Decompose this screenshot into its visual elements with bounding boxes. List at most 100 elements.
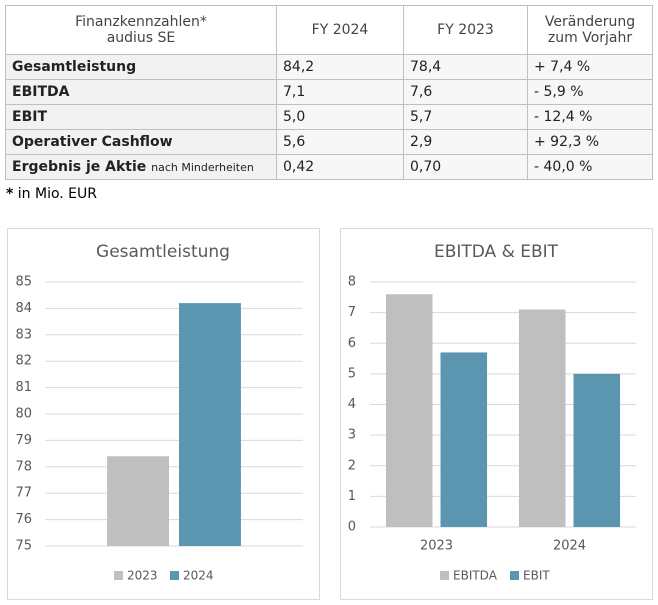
value-cell: - 40,0 % [527,154,653,180]
y-tick-label: 79 [15,433,32,448]
header-cell: FY 2024 [276,5,404,55]
label-cell: Operativer Cashflow [5,129,277,155]
value-cell: 0,42 [276,154,404,180]
y-tick-label: 83 [15,327,32,342]
cell-text: 5,7 [410,109,433,125]
header-text: audius SE [106,30,176,46]
cell-text: 0,70 [410,159,442,175]
bar [573,373,621,527]
cell-text: - 12,4 % [534,109,593,125]
y-tick-label: 85 [15,275,32,290]
bar [518,309,566,527]
value-cell: 5,7 [403,104,528,130]
cell-text: 5,0 [283,109,306,125]
value-cell: 84,2 [276,54,404,80]
cell-text: - 40,0 % [534,159,593,175]
value-cell: 2,9 [403,129,528,155]
footnote: * in Mio. EUR [6,186,97,202]
header-cell: Finanzkennzahlen* audius SE [5,5,277,55]
value-cell: 7,1 [276,79,404,105]
table-row: Gesamtleistung 84,2 78,4 + 7,4 % [5,54,653,80]
cell-text: Gesamtleistung [12,59,137,75]
y-tick-label: 5 [348,366,356,381]
key-figures-table: Finanzkennzahlen* audius SE FY 2024 FY 2023… [5,5,653,180]
chart-frame [7,228,320,600]
y-tick-label: 4 [348,397,356,412]
x-tick-label: 2023 [420,539,453,554]
legend-label: 2024 [183,569,214,583]
y-tick-label: 2 [348,458,356,473]
header-row: Finanzkennzahlen* audius SE FY 2024 FY 2023… [5,5,653,55]
y-tick-label: 1 [348,489,356,504]
value-cell: 5,6 [276,129,404,155]
y-tick-label: 3 [348,428,356,443]
legend-swatch [114,571,123,580]
label-cell: Ergebnis je Aktie nach Minderheiten [5,154,277,180]
header-text: Finanzkennzahlen* [75,14,207,30]
x-tick-label: 2024 [553,539,586,554]
chart-frame [340,228,653,600]
legend-label: 2023 [127,569,158,583]
legend-swatch [510,571,519,580]
legend-swatch [170,571,179,580]
bar [385,294,433,527]
cell-text: 5,6 [283,134,306,150]
cell-text: Ergebnis je Aktie [12,159,147,175]
value-cell: + 92,3 % [527,129,653,155]
y-tick-label: 6 [348,336,356,351]
cell-text: EBIT [12,109,47,125]
cell-text: 7,6 [410,84,433,100]
y-tick-label: 8 [348,275,356,290]
legend-label: EBIT [523,569,550,583]
value-cell: 7,6 [403,79,528,105]
cell-text: Operativer Cashflow [12,134,173,150]
chart-title: Gesamtleistung [96,242,230,262]
y-tick-label: 76 [15,512,32,527]
label-cell: Gesamtleistung [5,54,277,80]
cell-text: EBITDA [12,84,70,100]
header-cell: FY 2023 [403,5,528,55]
bar [440,352,488,527]
header-cell: Veränderung zum Vorjahr [527,5,653,55]
header-text: FY 2023 [437,22,494,38]
bar [179,303,241,546]
cell-text: 2,9 [410,134,433,150]
cell-text: + 7,4 % [534,59,591,75]
value-cell: + 7,4 % [527,54,653,80]
y-tick-label: 77 [15,486,32,501]
y-tick-label: 75 [15,539,32,554]
bar [107,456,169,546]
footnote-mark: * [6,186,14,202]
table-row: Operativer Cashflow 5,6 2,9 + 92,3 % [5,129,653,155]
cell-text: 7,1 [283,84,306,100]
legend-swatch [440,571,449,580]
cell-text: + 92,3 % [534,134,600,150]
cell-text: 0,42 [283,159,315,175]
cell-text: 84,2 [283,59,315,75]
cell-text: 78,4 [410,59,442,75]
y-tick-label: 81 [15,380,32,395]
y-tick-label: 82 [15,354,32,369]
footnote-text: in Mio. EUR [17,186,98,202]
table-row: Ergebnis je Aktie nach Minderheiten 0,42 0… [5,154,653,180]
label-cell: EBITDA [5,79,277,105]
row-note: nach Minderheiten [151,161,254,174]
table-row: EBITDA 7,1 7,6 - 5,9 % [5,79,653,105]
value-cell: - 5,9 % [527,79,653,105]
y-tick-label: 80 [15,407,32,422]
legend-label: EBITDA [453,569,498,583]
y-tick-label: 7 [348,305,356,320]
value-cell: - 12,4 % [527,104,653,130]
value-cell: 78,4 [403,54,528,80]
header-text: FY 2024 [311,22,369,38]
header-text: zum Vorjahr [547,30,633,46]
chart-title: EBITDA & EBIT [434,242,559,262]
y-tick-label: 0 [348,520,356,535]
y-tick-label: 78 [15,459,32,474]
cell-text: - 5,9 % [534,84,584,100]
y-tick-label: 84 [15,301,32,316]
header-text: Veränderung [544,14,636,30]
value-cell: 0,70 [403,154,528,180]
